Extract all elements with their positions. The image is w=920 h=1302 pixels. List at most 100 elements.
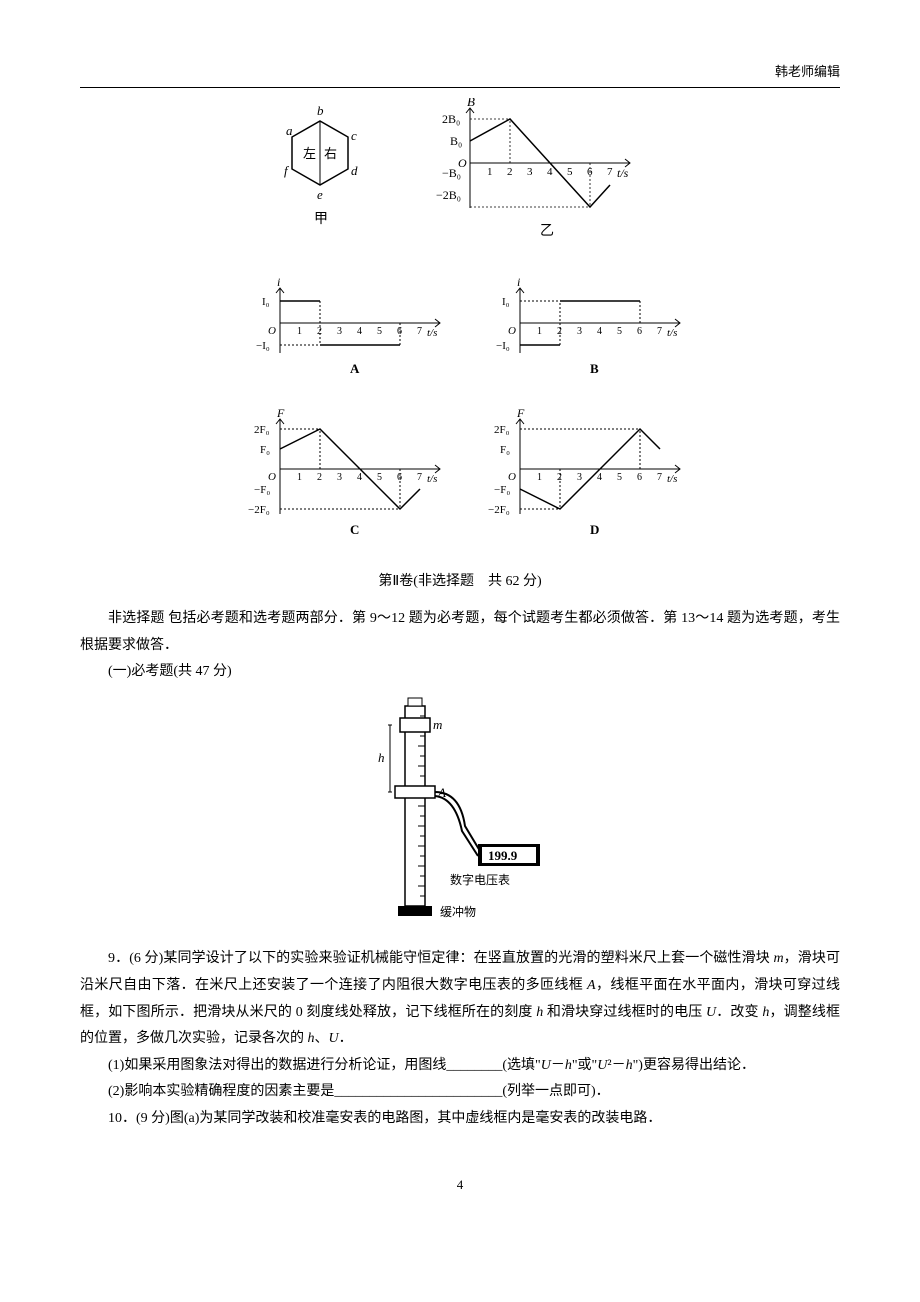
hex-label-e: e — [317, 187, 323, 202]
panelB-O: O — [508, 325, 516, 337]
panelB-x5: 5 — [617, 326, 622, 337]
panelB-label: B — [590, 361, 599, 376]
b-xtick-6: 6 — [587, 166, 593, 178]
panelB-x4: 4 — [597, 326, 602, 337]
panelC-xlabel: t/s — [427, 473, 437, 485]
figure-apparatus: m A h 199.9 数字电压表 缓冲物 — [80, 696, 840, 937]
b-xtick-7: 7 — [607, 166, 613, 178]
hex-label-b: b — [317, 103, 324, 118]
q9-p1-h1: h — [565, 1058, 572, 1073]
panelD-2F0: 2F₀ — [494, 424, 510, 436]
panelC-x5: 5 — [377, 472, 382, 483]
panelC-x3: 3 — [337, 472, 342, 483]
panelD-x3: 3 — [577, 472, 582, 483]
panelD-x5: 5 — [617, 472, 622, 483]
section-ii-title: 第Ⅱ卷(非选择题 共 62 分) — [80, 569, 840, 596]
panelD-label: D — [590, 522, 599, 537]
hex-right: 右 — [324, 146, 337, 161]
panelC-n2F0: −2F₀ — [248, 504, 270, 516]
panelA-label: A — [350, 361, 360, 376]
panelD-x6: 6 — [637, 472, 642, 483]
panelC-ylabel: F — [276, 409, 285, 420]
q9-s1: 9．(6 分)某同学设计了以下的实验来验证机械能守恒定律：在竖直放置的光滑的塑料… — [108, 951, 773, 966]
q9-A: A — [587, 978, 596, 993]
panelC-label: C — [350, 522, 359, 537]
panelC-nF0: −F₀ — [254, 484, 270, 496]
panelA-ylabel: i — [277, 278, 280, 289]
q9-p1b: － — [551, 1058, 565, 1073]
hex-label-c: c — [351, 128, 357, 143]
panelA-xlabel: t/s — [427, 327, 437, 339]
q9-U2: U — [329, 1031, 339, 1046]
panelD-O: O — [508, 471, 516, 483]
panelD-xlabel: t/s — [667, 473, 677, 485]
panelA-I0: I₀ — [262, 296, 270, 308]
b-xtick-4: 4 — [547, 166, 553, 178]
panelC-2F0: 2F₀ — [254, 424, 270, 436]
b-caption: 乙 — [540, 223, 554, 239]
panelA-nI0: −I₀ — [256, 340, 270, 352]
panelD-ylabel: F — [516, 409, 525, 420]
panelA-x1: 1 — [297, 326, 302, 337]
q9-part1: (1)如果采用图象法对得出的数据进行分析论证，用图线________(选填" U －… — [80, 1053, 840, 1080]
panelB-x2: 2 — [557, 326, 562, 337]
panelB-x6: 6 — [637, 326, 642, 337]
panelA-x7: 7 — [417, 326, 422, 337]
q9-s4: 和滑块穿过线框时的电压 — [543, 1005, 706, 1020]
panelB-I0: I₀ — [502, 296, 510, 308]
b-tick-n2b0: −2B₀ — [436, 188, 461, 202]
page-number: 4 — [80, 1173, 840, 1198]
b-axis-y: B — [467, 98, 475, 109]
apparatus-label-h: h — [378, 750, 385, 765]
panelC-O: O — [268, 471, 276, 483]
hex-label-f: f — [284, 163, 290, 178]
panelC-F0: F₀ — [260, 444, 270, 456]
panelB-ylabel: i — [517, 278, 520, 289]
panelB-x3: 3 — [577, 326, 582, 337]
panelA-x2: 2 — [317, 326, 322, 337]
panelB-x7: 7 — [657, 326, 662, 337]
panelC-x4: 4 — [357, 472, 362, 483]
q9-p1-U2: U — [597, 1058, 607, 1073]
cushion-label: 缓冲物 — [440, 904, 476, 919]
q9-s8: ． — [339, 1031, 353, 1046]
figure-panels-ab: i I₀ −I₀ O 1 2 3 4 5 6 7 t/s A i I₀ −I₀ … — [80, 278, 840, 399]
panelB-x1: 1 — [537, 326, 542, 337]
panelC-x6: 6 — [397, 472, 402, 483]
q9-part2: (2)影响本实验精确程度的因素主要是______________________… — [80, 1079, 840, 1106]
q9-p1e: ")更容易得出结论． — [633, 1058, 755, 1073]
panelD-x1: 1 — [537, 472, 542, 483]
q9-s7: 、 — [315, 1031, 329, 1046]
b-xtick-1: 1 — [487, 166, 493, 178]
panelA-x3: 3 — [337, 326, 342, 337]
q9-p1a: (1)如果采用图象法对得出的数据进行分析论证，用图线________(选填" — [108, 1058, 541, 1073]
b-tick-b0: B₀ — [450, 134, 462, 148]
panelA-x6: 6 — [397, 326, 402, 337]
panelD-x7: 7 — [657, 472, 662, 483]
panelC-x2: 2 — [317, 472, 322, 483]
panelA-x4: 4 — [357, 326, 362, 337]
b-tick-2b0: 2B₀ — [442, 112, 460, 126]
header-credit: 韩老师编辑 — [80, 60, 840, 88]
figure-top-row: a b c d e f 左 右 甲 B 2B₀ B₀ −B₀ −2B₀ O 1 … — [80, 98, 840, 269]
b-axis-x: t/s — [617, 166, 629, 180]
q9-p1d: ²－ — [607, 1058, 625, 1073]
hex-label-a: a — [286, 123, 293, 138]
voltmeter-label: 数字电压表 — [450, 872, 510, 887]
intro-line2: (一)必考题(共 47 分) — [80, 659, 840, 686]
figure-hex-and-b: a b c d e f 左 右 甲 B 2B₀ B₀ −B₀ −2B₀ O 1 … — [250, 98, 670, 258]
panelA-x5: 5 — [377, 326, 382, 337]
q9-stem: 9．(6 分)某同学设计了以下的实验来验证机械能守恒定律：在竖直放置的光滑的塑料… — [80, 946, 840, 1052]
q9-h3: h — [308, 1031, 315, 1046]
intro-line1: 非选择题 包括必考题和选考题两部分．第 9～12 题为必考题，每个试题考生都必须… — [80, 606, 840, 659]
q10-text: 10．(9 分)图(a)为某同学改装和校准毫安表的电路图，其中虚线框内是毫安表的… — [80, 1106, 840, 1133]
b-origin: O — [458, 156, 467, 170]
b-xtick-5: 5 — [567, 166, 573, 178]
panelD-F0: F₀ — [500, 444, 510, 456]
hex-left: 左 — [303, 146, 316, 161]
b-xtick-2: 2 — [507, 166, 513, 178]
panelD-n2F0: −2F₀ — [488, 504, 510, 516]
q9-p1-h2: h — [626, 1058, 633, 1073]
figure-panels-cd: F 2F₀ F₀ −F₀ −2F₀ O 1 2 3 4 5 6 7 t/s C … — [80, 409, 840, 560]
panelB-nI0: −I₀ — [496, 340, 510, 352]
